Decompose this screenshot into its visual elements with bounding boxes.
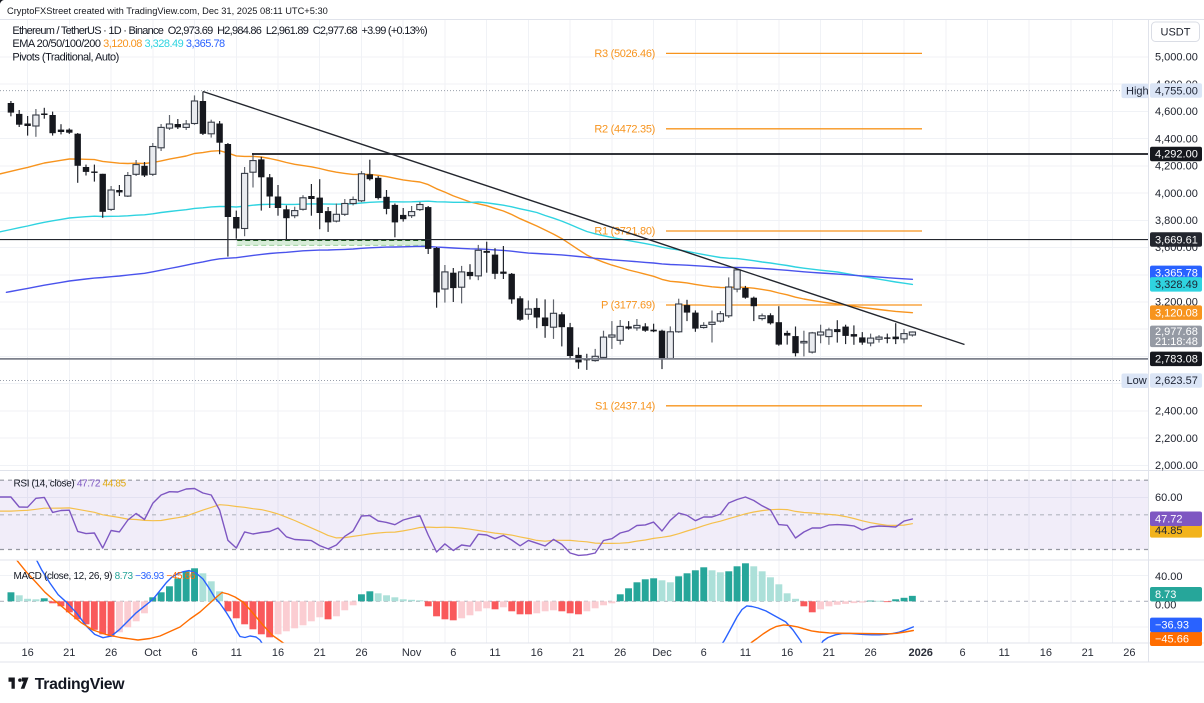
svg-text:4,292.00: 4,292.00 <box>1155 149 1198 161</box>
svg-text:2,000.00: 2,000.00 <box>1155 460 1198 472</box>
svg-text:26: 26 <box>355 647 367 659</box>
svg-text:26: 26 <box>614 647 626 659</box>
svg-text:4,000.00: 4,000.00 <box>1155 188 1198 200</box>
svg-text:−36.93: −36.93 <box>1155 620 1189 632</box>
svg-text:16: 16 <box>21 647 33 659</box>
svg-text:P (3177.69): P (3177.69) <box>601 300 655 312</box>
svg-text:2,623.57: 2,623.57 <box>1155 375 1198 387</box>
svg-text:16: 16 <box>781 647 793 659</box>
svg-text:Low: Low <box>1127 375 1147 387</box>
svg-text:21: 21 <box>63 647 75 659</box>
svg-text:26: 26 <box>105 647 117 659</box>
svg-text:TradingView: TradingView <box>35 676 125 693</box>
svg-text:26: 26 <box>1123 647 1135 659</box>
svg-text:21: 21 <box>314 647 326 659</box>
svg-text:6: 6 <box>450 647 456 659</box>
svg-text:4,600.00: 4,600.00 <box>1155 106 1198 118</box>
svg-text:3,120.08: 3,120.08 <box>1155 307 1198 319</box>
svg-text:RSI (14, close) 47.72 44.85: RSI (14, close) 47.72 44.85 <box>14 479 127 490</box>
svg-text:EMA 20/50/100/200 3,120.08 3,3: EMA 20/50/100/200 3,120.08 3,328.49 3,36… <box>12 38 225 50</box>
svg-text:3,800.00: 3,800.00 <box>1155 215 1198 227</box>
svg-text:44.85: 44.85 <box>1155 525 1183 537</box>
svg-text:High: High <box>1126 85 1149 97</box>
svg-text:Dec: Dec <box>652 647 672 659</box>
svg-text:S1 (2437.14): S1 (2437.14) <box>595 400 655 412</box>
svg-text:16: 16 <box>272 647 284 659</box>
svg-text:11: 11 <box>231 647 242 659</box>
svg-text:26: 26 <box>864 647 876 659</box>
svg-text:Oct: Oct <box>144 647 161 659</box>
svg-text:2,400.00: 2,400.00 <box>1155 406 1198 418</box>
svg-text:Ethereum / TetherUS · 1D · Bin: Ethereum / TetherUS · 1D · Binance O2,97… <box>12 25 427 37</box>
svg-text:Nov: Nov <box>402 647 422 659</box>
svg-text:47.72: 47.72 <box>1155 514 1183 526</box>
svg-text:60.00: 60.00 <box>1155 492 1183 504</box>
svg-text:6: 6 <box>959 647 965 659</box>
svg-text:3,365.78: 3,365.78 <box>1155 268 1198 280</box>
svg-text:6: 6 <box>191 647 197 659</box>
svg-text:40.00: 40.00 <box>1155 571 1183 583</box>
svg-text:Pivots (Traditional, Auto): Pivots (Traditional, Auto) <box>12 51 118 63</box>
svg-text:4,400.00: 4,400.00 <box>1155 133 1198 145</box>
svg-text:2026: 2026 <box>908 647 932 659</box>
svg-text:21:18:48: 21:18:48 <box>1155 336 1198 348</box>
svg-text:USDT: USDT <box>1161 27 1191 39</box>
svg-text:21: 21 <box>572 647 584 659</box>
svg-text:R3 (5026.46): R3 (5026.46) <box>594 48 655 60</box>
svg-text:11: 11 <box>998 647 1009 659</box>
svg-text:MACD (close, 12, 26, 9) 8.73 −: MACD (close, 12, 26, 9) 8.73 −36.93 −45.… <box>14 571 196 582</box>
svg-text:R2 (4472.35): R2 (4472.35) <box>594 123 655 135</box>
svg-text:3,669.61: 3,669.61 <box>1155 234 1198 246</box>
svg-text:11: 11 <box>489 647 500 659</box>
svg-text:CryptoFXStreet created with Tr: CryptoFXStreet created with TradingView.… <box>7 6 328 16</box>
svg-text:2,783.08: 2,783.08 <box>1155 354 1198 366</box>
svg-text:2,200.00: 2,200.00 <box>1155 433 1198 445</box>
svg-text:6: 6 <box>701 647 707 659</box>
svg-text:8.73: 8.73 <box>1155 589 1176 601</box>
svg-text:21: 21 <box>823 647 835 659</box>
svg-text:21: 21 <box>1082 647 1094 659</box>
svg-text:5,000.00: 5,000.00 <box>1155 52 1198 64</box>
svg-text:2,977.68: 2,977.68 <box>1155 326 1198 338</box>
svg-text:11: 11 <box>740 647 751 659</box>
svg-text:4,755.00: 4,755.00 <box>1155 85 1198 97</box>
svg-text:4,200.00: 4,200.00 <box>1155 161 1198 173</box>
svg-text:3,328.49: 3,328.49 <box>1155 279 1198 291</box>
svg-text:0.00: 0.00 <box>1155 600 1176 612</box>
svg-text:−45.66: −45.66 <box>1155 633 1189 645</box>
svg-text:16: 16 <box>1040 647 1052 659</box>
svg-text:16: 16 <box>531 647 543 659</box>
